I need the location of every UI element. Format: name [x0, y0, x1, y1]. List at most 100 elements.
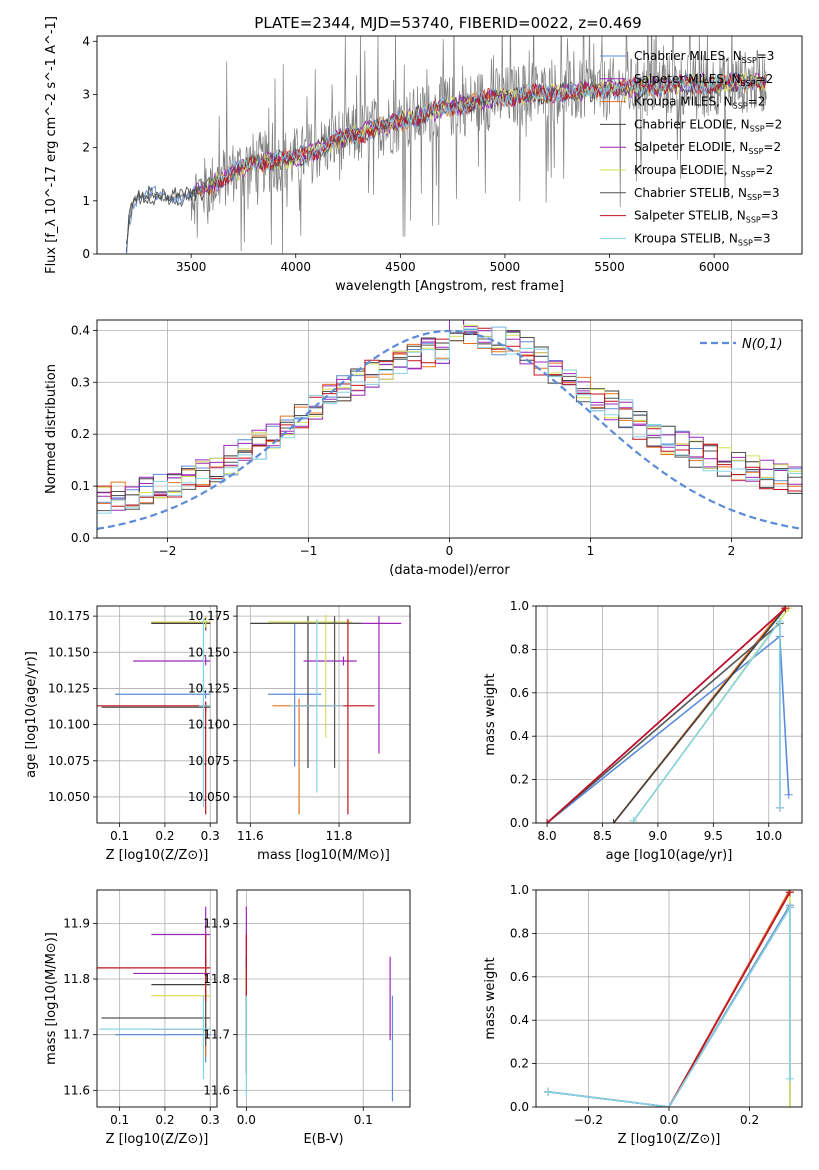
- x-tick-label: 4000: [280, 260, 311, 274]
- y-tick-label: 0.4: [510, 1013, 529, 1027]
- legend-subscript: SSP: [748, 147, 763, 156]
- y-tick-label: 11.7: [203, 1028, 230, 1042]
- x-tick-label: 0.1: [110, 1113, 129, 1127]
- x-tick-label: 0.1: [354, 1113, 373, 1127]
- line-salpeter-stelib: [543, 606, 790, 823]
- legend-subscript: SSP: [747, 193, 762, 202]
- legend-entry: Salpeter MILES, NSSP=2: [634, 72, 773, 88]
- panel-mass-weight-vs-Z: −0.2 0.0 0.2 0.0 0.2 0.4 0.6 0.8 1.0 Z [log10(Z/Z…: [483, 883, 803, 1147]
- legend-subscript: SSP: [746, 216, 761, 225]
- y-axis-label: age [log10(age/yr)]: [24, 651, 39, 778]
- x-tick-label: −0.2: [574, 1113, 603, 1127]
- x-tick-label: 0.0: [659, 1113, 678, 1127]
- y-tick-label: 1.0: [510, 599, 529, 613]
- series-line: [546, 607, 786, 823]
- errorbar-kroupa-elodie: [268, 614, 353, 738]
- series-line: [546, 634, 790, 823]
- errorbar-chabrier-stelib: [101, 990, 211, 1046]
- age-vs-mass-plot-area: [250, 614, 402, 815]
- x-tick-label: 0: [446, 544, 454, 558]
- normal-reference-curve: [97, 329, 802, 530]
- spectrum-plot-area: [125, 36, 767, 254]
- series-line: [632, 618, 781, 822]
- panel-mass-weight-vs-age: 8.0 8.5 9.0 9.5 10.0 0.0 0.2 0.4 0.6 0.8 1.0 age [l…: [483, 599, 803, 863]
- figure-title: PLATE=2344, MJD=53740, FIBERID=0022, z=0…: [254, 14, 641, 32]
- legend-nssp: =3: [757, 49, 775, 63]
- panel-residuals: −2 −1 0 1 2 0.0 0.1 0.2 0.3 0.4 (data-model)/error…: [44, 319, 803, 578]
- errorbar-salpeter-stelib: [97, 701, 211, 815]
- y-axis-label: mass weight: [483, 673, 498, 755]
- legend-subscript: SSP: [742, 56, 757, 65]
- y-tick-label: 0.0: [71, 531, 90, 545]
- legend-entry: Salpeter STELIB, NSSP=3: [634, 209, 778, 225]
- legend-entry: N(0,1): [742, 337, 783, 352]
- legend-entry: Chabrier MILES, NSSP=3: [634, 49, 774, 65]
- y-tick-label: 3: [82, 87, 90, 101]
- y-axis-label: Normed distribution: [44, 364, 59, 494]
- legend-subscript: SSP: [741, 79, 756, 88]
- y-tick-label: 0.8: [510, 642, 529, 656]
- legend-entry: Kroupa MILES, NSSP=2: [634, 95, 765, 111]
- axes-frame: [535, 605, 803, 824]
- x-tick-label: 9.0: [648, 829, 667, 843]
- y-tick-label: 11.8: [63, 972, 90, 986]
- x-tick-label: 0.3: [201, 1113, 220, 1127]
- age-vs-Z-plot-area: [97, 616, 211, 815]
- y-tick-label: 11.6: [203, 1083, 230, 1097]
- legend-subscript: SSP: [733, 102, 748, 111]
- x-tick-label: 0.2: [155, 1113, 174, 1127]
- x-tick-label: 8.5: [593, 829, 612, 843]
- y-tick-label: 4: [82, 34, 90, 48]
- y-tick-label: 11.6: [63, 1083, 90, 1097]
- y-tick-label: 0.6: [510, 970, 529, 984]
- x-tick-label: 11.8: [326, 829, 353, 843]
- x-axis-label: wavelength [Angstrom, rest frame]: [335, 279, 564, 294]
- y-tick-label: 0.2: [71, 427, 90, 441]
- x-tick-label: 6000: [699, 260, 730, 274]
- errorbar-chabrier-miles: [115, 689, 211, 699]
- y-tick-label: 10.175: [48, 609, 90, 623]
- x-tick-label: 5500: [594, 260, 625, 274]
- x-axis-label: Z [log10(Z/Z⊙)]: [618, 1132, 721, 1147]
- x-tick-label: 0.1: [110, 829, 129, 843]
- y-tick-label: 11.9: [63, 916, 90, 930]
- mass-vs-ebv-plot-area: [245, 906, 394, 1102]
- legend-entry: Kroupa STELIB, NSSP=3: [634, 231, 771, 247]
- errorbar-salpeter-elodie: [303, 656, 357, 666]
- errorbar-salpeter-stelib: [97, 934, 211, 1002]
- y-tick-label: 0.1: [71, 479, 90, 493]
- errorbar-chabrier-miles: [268, 621, 322, 767]
- legend-nssp: =3: [753, 231, 771, 245]
- legend-subscript: SSP: [738, 238, 753, 247]
- y-tick-label: 10.175: [188, 609, 230, 623]
- panel-age-vs-Z: 0.1 0.2 0.3 10.050 10.075 10.100 10.125 10.150 1…: [24, 605, 220, 863]
- axes-frame: [96, 889, 218, 1108]
- residuals-plot-area: [97, 320, 802, 530]
- legend-nssp: =3: [762, 186, 780, 200]
- legend-nssp: =2: [765, 117, 783, 131]
- series-line: [548, 904, 791, 1107]
- y-axis-label: mass [log10(M/M⊙)]: [44, 932, 59, 1065]
- axes-frame: [236, 605, 411, 824]
- y-tick-label: 0.0: [510, 816, 529, 830]
- axes-frame: [96, 319, 803, 539]
- mass-weight-vs-age-plot-area: [543, 606, 793, 823]
- y-tick-label: 0.2: [510, 1057, 529, 1071]
- line-chabrier-stelib: [543, 619, 784, 823]
- y-tick-label: 0.0: [510, 1100, 529, 1114]
- x-tick-label: 10.0: [755, 829, 782, 843]
- y-tick-label: 10.150: [48, 645, 90, 659]
- errorbar-kroupa-stelib: [198, 619, 211, 808]
- y-tick-label: 10.100: [48, 718, 90, 732]
- y-tick-label: 0.4: [510, 729, 529, 743]
- axes-frame: [96, 605, 218, 824]
- y-tick-label: 0: [82, 247, 90, 261]
- legend-entry: Chabrier ELODIE, NSSP=2: [634, 117, 782, 133]
- x-axis-label: Z [log10(Z/Z⊙)]: [106, 1132, 209, 1147]
- errorbar-chabrier-miles: [115, 1006, 211, 1063]
- y-tick-label: 11.7: [63, 1028, 90, 1042]
- y-tick-label: 10.125: [188, 681, 230, 695]
- line-chabrier-miles: [543, 632, 793, 823]
- errorbar-kroupa-elodie: [151, 967, 211, 1024]
- panel-spectrum: 3500 4000 4500 5000 5500 6000 0 1 2 3 4 wavelength …: [44, 16, 803, 294]
